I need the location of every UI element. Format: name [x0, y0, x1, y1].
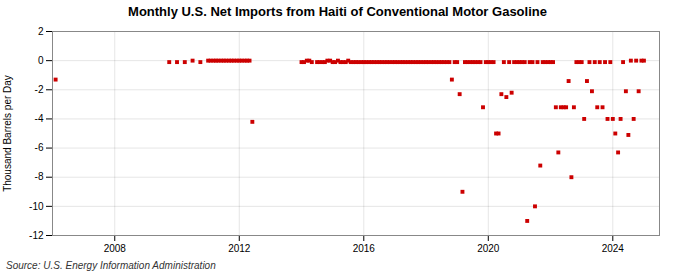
svg-text:2008: 2008: [104, 243, 127, 254]
svg-text:2012: 2012: [228, 243, 251, 254]
html-text:Monthly U.S. Net Imports from: Monthly U.S. Net Imports from Haiti of C…: [128, 4, 547, 19]
svg-text:Thousand Barrels per Day: Thousand Barrels per Day: [2, 75, 13, 192]
svg-text:-4: -4: [35, 113, 44, 124]
svg-text:-2: -2: [35, 84, 44, 95]
svg-text:-6: -6: [35, 142, 44, 153]
svg-text:2: 2: [38, 26, 44, 37]
svg-text:2024: 2024: [602, 243, 625, 254]
svg-text:-12: -12: [29, 230, 44, 241]
svg-text:2016: 2016: [353, 243, 376, 254]
svg-text:-10: -10: [29, 201, 44, 212]
html-text:Source: U.S. Energy Informatio: Source: U.S. Energy Information Administ…: [6, 260, 216, 271]
svg-text:0: 0: [38, 55, 44, 66]
svg-text:-8: -8: [35, 171, 44, 182]
svg-text:2020: 2020: [477, 243, 500, 254]
